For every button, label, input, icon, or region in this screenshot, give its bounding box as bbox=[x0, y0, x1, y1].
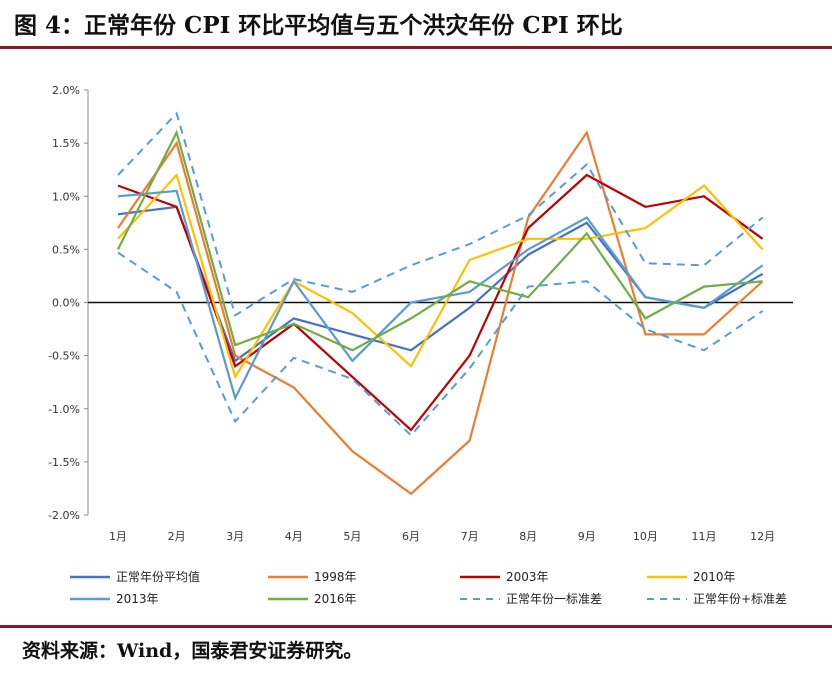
x-tick-label: 12月 bbox=[750, 530, 775, 543]
series-line-2 bbox=[117, 129, 764, 496]
x-tick-label: 2月 bbox=[168, 530, 186, 543]
x-tick-label: 11月 bbox=[692, 530, 717, 543]
legend-label-6: 2016年 bbox=[314, 592, 357, 606]
x-tick-label: 9月 bbox=[578, 530, 596, 543]
figure-source: 资料来源：Wind，国泰君安证券研究。 bbox=[22, 640, 363, 662]
y-tick-label: 0.0% bbox=[52, 297, 80, 310]
x-tick-label: 1月 bbox=[109, 530, 127, 543]
figure-title: 图 4：正常年份 CPI 环比平均值与五个洪灾年份 CPI 环比 bbox=[14, 12, 623, 39]
series-line-7 bbox=[117, 251, 764, 437]
legend-label-8: 正常年份+标准差 bbox=[693, 592, 787, 606]
source-rule bbox=[0, 625, 832, 628]
series-line-6 bbox=[117, 129, 763, 352]
series-line-4 bbox=[117, 172, 764, 380]
x-tick-label: 6月 bbox=[402, 530, 420, 543]
legend-label-1: 正常年份平均值 bbox=[116, 569, 200, 584]
y-tick-label: -0.5% bbox=[48, 350, 80, 363]
line-chart: 2.0% 1.5% 1.0% 0.5% 0.0% -0.5% -1.0% -1.5% -2.0%… bbox=[48, 84, 793, 606]
legend-label-7: 正常年份一标准差 bbox=[506, 592, 602, 606]
series-line-5 bbox=[117, 189, 764, 402]
legend-label-3: 2003年 bbox=[506, 570, 549, 584]
series-line-8 bbox=[117, 111, 764, 317]
legend-label-5: 2013年 bbox=[116, 592, 159, 606]
y-tick-label: 1.0% bbox=[52, 190, 80, 203]
x-tick-label: 3月 bbox=[226, 530, 244, 543]
x-tick-label: 7月 bbox=[461, 530, 479, 543]
legend-label-2: 1998年 bbox=[314, 570, 357, 584]
x-tick-label: 4月 bbox=[285, 530, 303, 543]
y-tick-label: -2.0% bbox=[48, 509, 80, 522]
x-tick-label: 5月 bbox=[343, 530, 361, 543]
x-tick-label: 10月 bbox=[633, 530, 658, 543]
legend-label-4: 2010年 bbox=[693, 570, 736, 584]
x-tick-label: 8月 bbox=[519, 530, 537, 543]
y-tick-label: 1.5% bbox=[52, 137, 80, 150]
y-tick-label: 2.0% bbox=[52, 84, 80, 97]
y-tick-label: 0.5% bbox=[52, 243, 80, 256]
title-rule bbox=[0, 46, 832, 49]
y-tick-label: -1.5% bbox=[48, 456, 80, 469]
y-tick-label: -1.0% bbox=[48, 403, 80, 416]
